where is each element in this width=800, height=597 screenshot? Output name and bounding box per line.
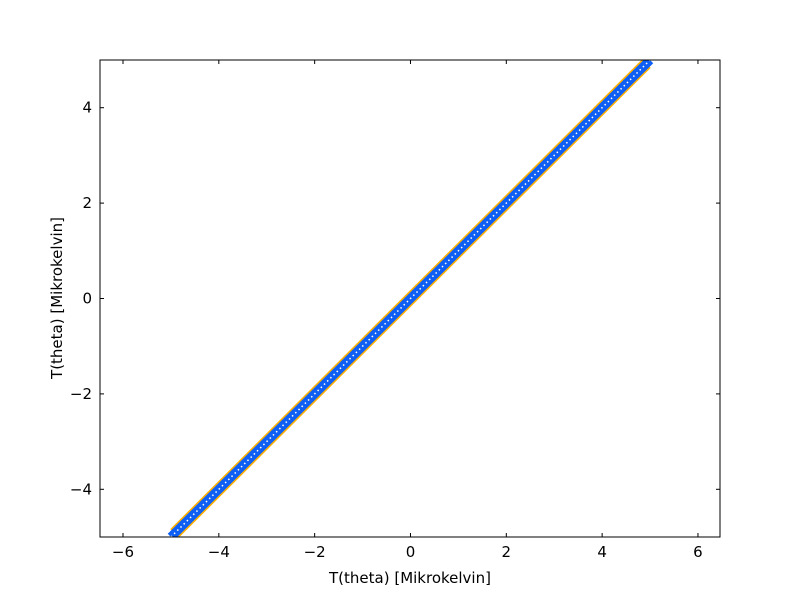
y-tick-label: −4 — [70, 480, 92, 498]
x-tick-label: 4 — [597, 543, 607, 561]
y-tick-label: 4 — [82, 99, 92, 117]
y-tick-label: 2 — [82, 194, 92, 212]
data-line — [170, 60, 651, 537]
x-tick-label: 2 — [502, 543, 512, 561]
x-tick-label: −2 — [304, 543, 326, 561]
plot-area — [167, 60, 654, 537]
y-tick-label: 0 — [82, 290, 92, 308]
data-line — [176, 66, 651, 537]
x-tick-label: 6 — [693, 543, 703, 561]
y-tick-label: −2 — [70, 385, 92, 403]
x-axis-label: T(theta) [Mikrokelvin] — [328, 569, 491, 587]
x-tick-label: −6 — [112, 543, 134, 561]
data-line — [170, 60, 645, 531]
y-axis-label: T(theta) [Mikrokelvin] — [48, 217, 66, 380]
x-tick-label: −4 — [208, 543, 230, 561]
x-tick-label: 0 — [406, 543, 416, 561]
